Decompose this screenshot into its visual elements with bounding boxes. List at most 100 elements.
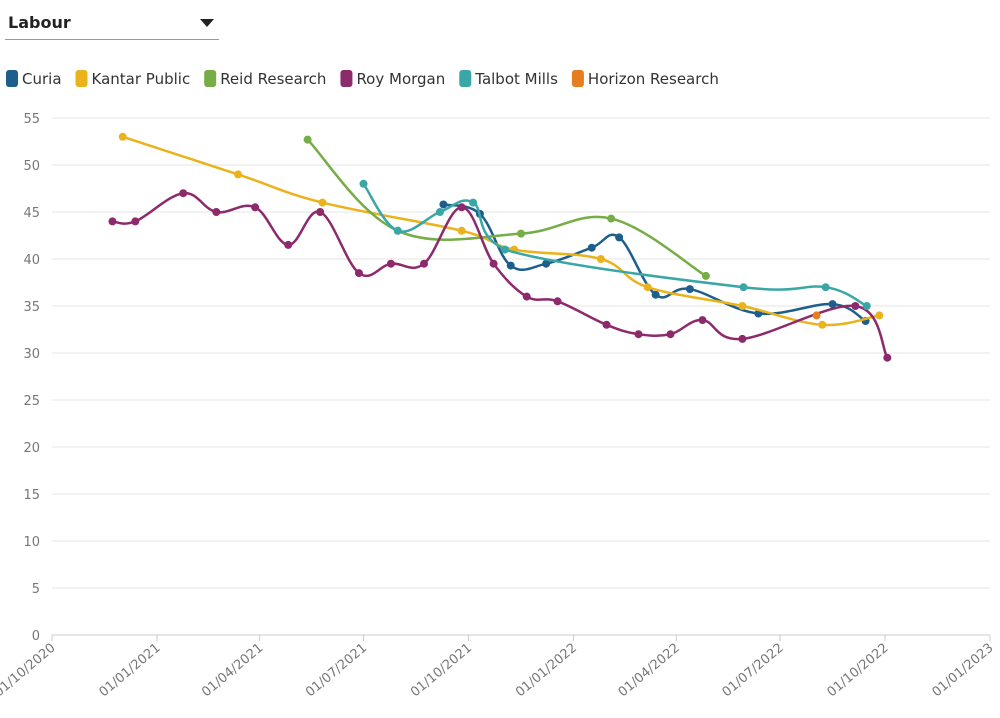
point [457, 226, 466, 235]
dropdown-arrow[interactable] [200, 19, 214, 27]
point [596, 255, 605, 263]
series [118, 132, 884, 329]
series [439, 200, 870, 326]
legend-label: Curia [22, 70, 62, 88]
y-tick-label: 55 [23, 112, 40, 127]
point [517, 229, 525, 238]
legend-swatch [340, 70, 353, 87]
point [435, 208, 444, 216]
y-tick-label: 10 [23, 535, 40, 550]
point [131, 217, 140, 226]
point [812, 311, 821, 320]
x-tick-label: 01/07/2022 [720, 641, 787, 701]
point [359, 179, 368, 188]
point [251, 203, 260, 212]
legend-swatch [459, 70, 472, 87]
series-line [112, 191, 889, 359]
x-tick-label: 01/04/2021 [199, 641, 266, 701]
point [506, 261, 515, 270]
legend-swatch [75, 70, 88, 87]
point [818, 320, 827, 329]
legend-label: Talbot Mills [474, 70, 558, 88]
x-tick-label: 01/10/2022 [825, 641, 892, 701]
legend-swatch [6, 70, 18, 87]
x-tick-label: 01/01/2021 [97, 641, 164, 701]
series-line [362, 183, 868, 308]
legend-swatch [571, 70, 584, 87]
point [316, 208, 325, 216]
point [393, 226, 402, 235]
point [118, 132, 127, 141]
point [439, 200, 448, 209]
series [359, 179, 871, 310]
point [828, 300, 837, 309]
point [522, 292, 531, 301]
y-tick-label: 25 [23, 394, 40, 409]
series-line [306, 138, 707, 277]
series [303, 135, 710, 280]
y-tick-label: 35 [23, 300, 40, 315]
y-tick-label: 15 [23, 488, 40, 503]
point [862, 302, 871, 310]
point [212, 208, 221, 216]
point [701, 271, 710, 280]
y-tick-label: 30 [23, 347, 40, 362]
point [607, 214, 616, 223]
y-tick-label: 40 [23, 253, 40, 268]
point [643, 283, 652, 292]
point [469, 198, 478, 207]
y-tick-label: 20 [23, 441, 40, 456]
x-tick-label: 01/04/2022 [616, 641, 683, 701]
x-tick-label: 01/10/2021 [408, 641, 475, 701]
point [739, 283, 748, 292]
series-line [443, 203, 867, 323]
point [666, 330, 675, 339]
point [851, 302, 860, 310]
point [542, 259, 551, 268]
point [179, 189, 188, 198]
point [634, 330, 643, 339]
point [386, 259, 395, 268]
point [318, 198, 327, 207]
point [354, 269, 363, 278]
y-tick-label: 45 [23, 206, 40, 221]
point [420, 259, 429, 268]
point [738, 334, 747, 343]
point [303, 135, 312, 144]
legend-label: Kantar Public [92, 70, 191, 88]
series [812, 311, 821, 320]
point [553, 297, 562, 306]
point [738, 302, 747, 310]
point [489, 259, 498, 268]
point [108, 217, 117, 226]
point [587, 243, 596, 252]
x-tick-label: 01/01/2023 [930, 641, 997, 701]
point [821, 283, 830, 292]
point [651, 290, 660, 299]
x-tick-label: 01/07/2021 [303, 641, 370, 701]
y-tick-label: 0 [32, 629, 40, 644]
point [284, 240, 293, 249]
y-tick-label: 5 [32, 582, 40, 597]
point [875, 311, 884, 320]
dropdown[interactable]: Labour [5, 13, 219, 40]
legend-label: Roy Morgan [356, 70, 445, 88]
point [501, 245, 510, 254]
point [698, 316, 707, 325]
y-tick-label: 50 [23, 159, 40, 174]
point [685, 285, 694, 294]
x-tick-label: 01/01/2022 [513, 641, 580, 701]
series [108, 189, 892, 362]
series-line [122, 135, 880, 327]
point [234, 170, 243, 179]
point [602, 320, 611, 329]
legend-swatch [204, 70, 217, 87]
x-tick-label: 01/10/2020 [0, 641, 59, 701]
legend-label: Reid Research [220, 70, 326, 88]
legend-label: Horizon Research [588, 70, 719, 88]
point [615, 233, 624, 242]
point [883, 353, 892, 362]
dropdown-value[interactable]: Labour [8, 13, 71, 32]
